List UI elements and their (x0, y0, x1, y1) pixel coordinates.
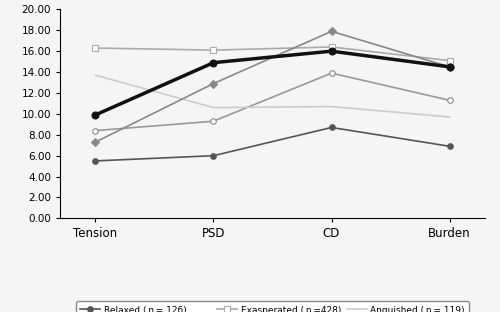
Legend: Relaxed ( n = 126), Disconnected ( n = 249), Exasperated ( n =428), Paralyzed ( : Relaxed ( n = 126), Disconnected ( n = 2… (76, 301, 469, 312)
